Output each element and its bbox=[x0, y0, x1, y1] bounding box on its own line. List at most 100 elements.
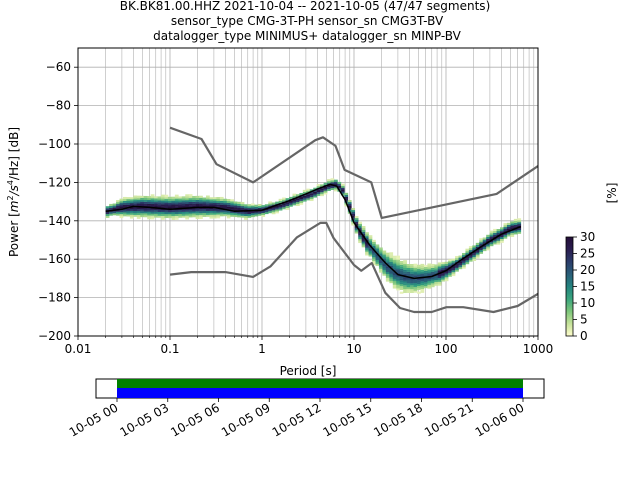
psd-cell bbox=[337, 183, 342, 186]
psd-cell bbox=[320, 188, 324, 191]
psd-cell bbox=[167, 202, 172, 205]
psd-cell bbox=[136, 199, 141, 202]
psd-cell bbox=[295, 198, 300, 201]
psd-cell bbox=[268, 201, 273, 204]
psd-cell bbox=[420, 263, 425, 267]
psd-cell bbox=[174, 215, 179, 218]
psd-cell bbox=[133, 195, 138, 198]
psd-cell bbox=[206, 199, 210, 202]
noise-model-lines bbox=[105, 126, 538, 314]
psd-cell bbox=[389, 275, 394, 278]
chart-title-line3: datalogger_type MINIMUS+ datalogger_sn M… bbox=[153, 29, 461, 43]
psd-cell bbox=[171, 210, 176, 213]
psd-cell bbox=[119, 202, 124, 205]
psd-cell bbox=[354, 229, 359, 232]
psd-cell bbox=[358, 239, 362, 242]
psd-cell bbox=[192, 209, 196, 212]
psd-cell bbox=[513, 220, 518, 223]
psd-cell bbox=[340, 185, 345, 188]
psd-cell bbox=[254, 212, 259, 215]
psd-cell bbox=[396, 261, 401, 264]
psd-cell bbox=[212, 199, 217, 202]
psd-cell bbox=[420, 273, 425, 276]
psd-cell bbox=[389, 259, 394, 263]
psd-cell bbox=[410, 273, 414, 276]
psd-cell bbox=[448, 265, 452, 268]
psd-cell bbox=[413, 284, 418, 287]
psd-cell bbox=[199, 214, 203, 218]
psd-cell bbox=[209, 212, 214, 215]
psd-cell bbox=[129, 203, 134, 206]
psd-cell bbox=[171, 213, 176, 217]
psd-cell bbox=[396, 269, 401, 272]
psd-cell bbox=[441, 273, 445, 276]
psd-cell bbox=[212, 214, 217, 217]
psd-cell bbox=[126, 199, 131, 202]
psd-cell bbox=[461, 258, 466, 261]
psd-cell bbox=[250, 207, 255, 210]
psd-cell bbox=[122, 204, 127, 207]
psd-cell bbox=[157, 215, 162, 218]
psd-cell bbox=[247, 204, 252, 207]
psd-cell bbox=[109, 211, 113, 214]
psd-cell bbox=[133, 210, 138, 213]
psd-cell bbox=[192, 213, 196, 216]
psd-cell bbox=[403, 277, 407, 280]
psd-cell bbox=[455, 269, 459, 272]
psd-cell bbox=[372, 245, 376, 248]
psd-cell bbox=[167, 214, 172, 217]
psd-cell bbox=[482, 239, 487, 242]
psd-cell bbox=[216, 210, 221, 213]
psd-cell bbox=[368, 246, 373, 249]
psd-cell bbox=[150, 213, 155, 216]
psd-cell bbox=[143, 209, 148, 212]
y-axis-ticks: −200 −180 −160 −140 −120 −100 −80 −60 bbox=[38, 60, 78, 343]
psd-cell bbox=[372, 260, 376, 264]
psd-cell bbox=[517, 218, 522, 221]
psd-cell bbox=[247, 206, 252, 209]
psd-cell bbox=[465, 250, 470, 253]
psd-cell bbox=[354, 216, 359, 219]
psd-cell bbox=[122, 206, 127, 209]
psd-cell bbox=[506, 224, 511, 227]
psd-cell bbox=[195, 197, 200, 200]
psd-cell bbox=[444, 273, 449, 276]
psd-cell bbox=[105, 215, 110, 218]
psd-cell bbox=[427, 265, 432, 268]
psd-cell bbox=[119, 212, 124, 215]
psd-cell bbox=[147, 197, 151, 201]
psd-cell bbox=[354, 231, 359, 234]
psd-cell bbox=[199, 201, 203, 204]
psd-cell bbox=[506, 228, 511, 231]
psd-cell bbox=[427, 263, 432, 266]
psd-cell bbox=[385, 279, 390, 282]
psd-cell bbox=[237, 201, 241, 204]
psd-cell bbox=[202, 212, 207, 216]
psd-cell bbox=[209, 204, 214, 208]
psd-cell bbox=[486, 244, 490, 247]
psd-cell bbox=[420, 271, 425, 274]
psd-cell bbox=[188, 199, 193, 203]
psd-cell bbox=[264, 211, 269, 215]
psd-cell bbox=[209, 210, 214, 213]
psd-cell bbox=[271, 202, 276, 205]
psd-cell bbox=[140, 211, 145, 214]
psd-cell bbox=[316, 189, 321, 193]
psd-cell bbox=[133, 197, 138, 200]
psd-cell bbox=[392, 257, 397, 260]
psd-cell bbox=[199, 216, 203, 219]
psd-cell bbox=[285, 203, 290, 207]
psd-cell bbox=[171, 202, 176, 205]
psd-cell bbox=[140, 207, 145, 210]
psd-cell bbox=[306, 188, 311, 191]
psd-cell bbox=[365, 234, 369, 237]
psd-cell bbox=[399, 264, 404, 267]
psd-cell bbox=[368, 240, 373, 244]
psd-cell bbox=[105, 211, 110, 215]
psd-cell bbox=[489, 232, 494, 235]
psd-cell bbox=[174, 202, 179, 205]
psd-cell bbox=[129, 210, 134, 213]
grid-lines bbox=[78, 48, 538, 336]
psd-cell bbox=[143, 211, 148, 214]
psd-cell bbox=[268, 207, 273, 210]
